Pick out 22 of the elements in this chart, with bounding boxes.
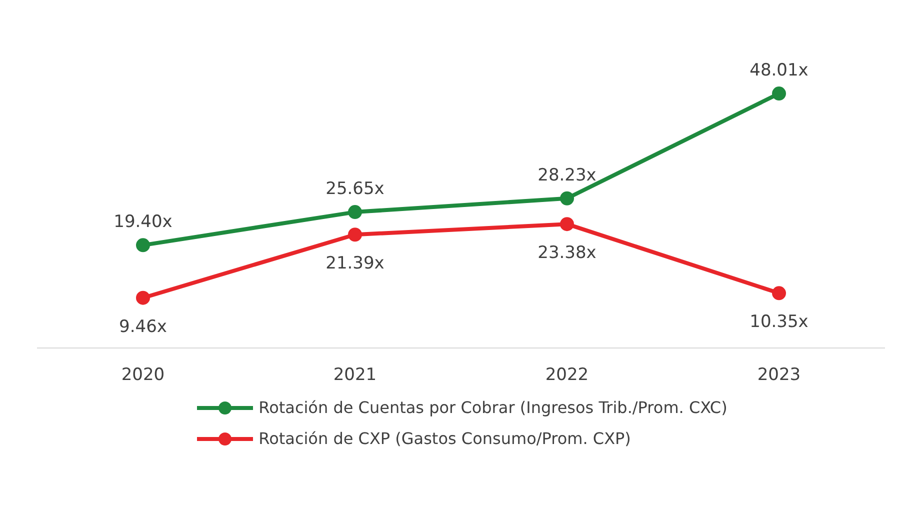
point — [560, 191, 574, 206]
x-tick-label: 2020 — [121, 365, 165, 386]
point — [348, 205, 362, 220]
point — [772, 286, 786, 300]
x-tick-label: 2022 — [545, 365, 589, 386]
point — [560, 217, 574, 232]
point — [136, 238, 150, 252]
data-label: 19.40x — [114, 212, 172, 232]
data-label: 25.65x — [326, 179, 384, 200]
point — [136, 290, 150, 305]
legend-label: Rotación de Cuentas por Cobrar (Ingresos Trib./Prom. CXC) — [258, 398, 728, 417]
x-tick-label: 2021 — [333, 365, 377, 386]
data-label: 10.35x — [750, 312, 808, 332]
data-label: 21.39x — [326, 254, 384, 274]
data-label: 48.01x — [750, 60, 808, 81]
point — [772, 86, 786, 101]
data-label: 9.46x — [119, 316, 167, 337]
data-label: 28.23x — [538, 165, 596, 186]
x-tick-label: 2023 — [757, 365, 801, 386]
point — [348, 228, 362, 242]
data-label: 23.38x — [538, 243, 596, 264]
legend-label: Rotación de CXP (Gastos Consumo/Prom. CXP) — [258, 429, 631, 448]
